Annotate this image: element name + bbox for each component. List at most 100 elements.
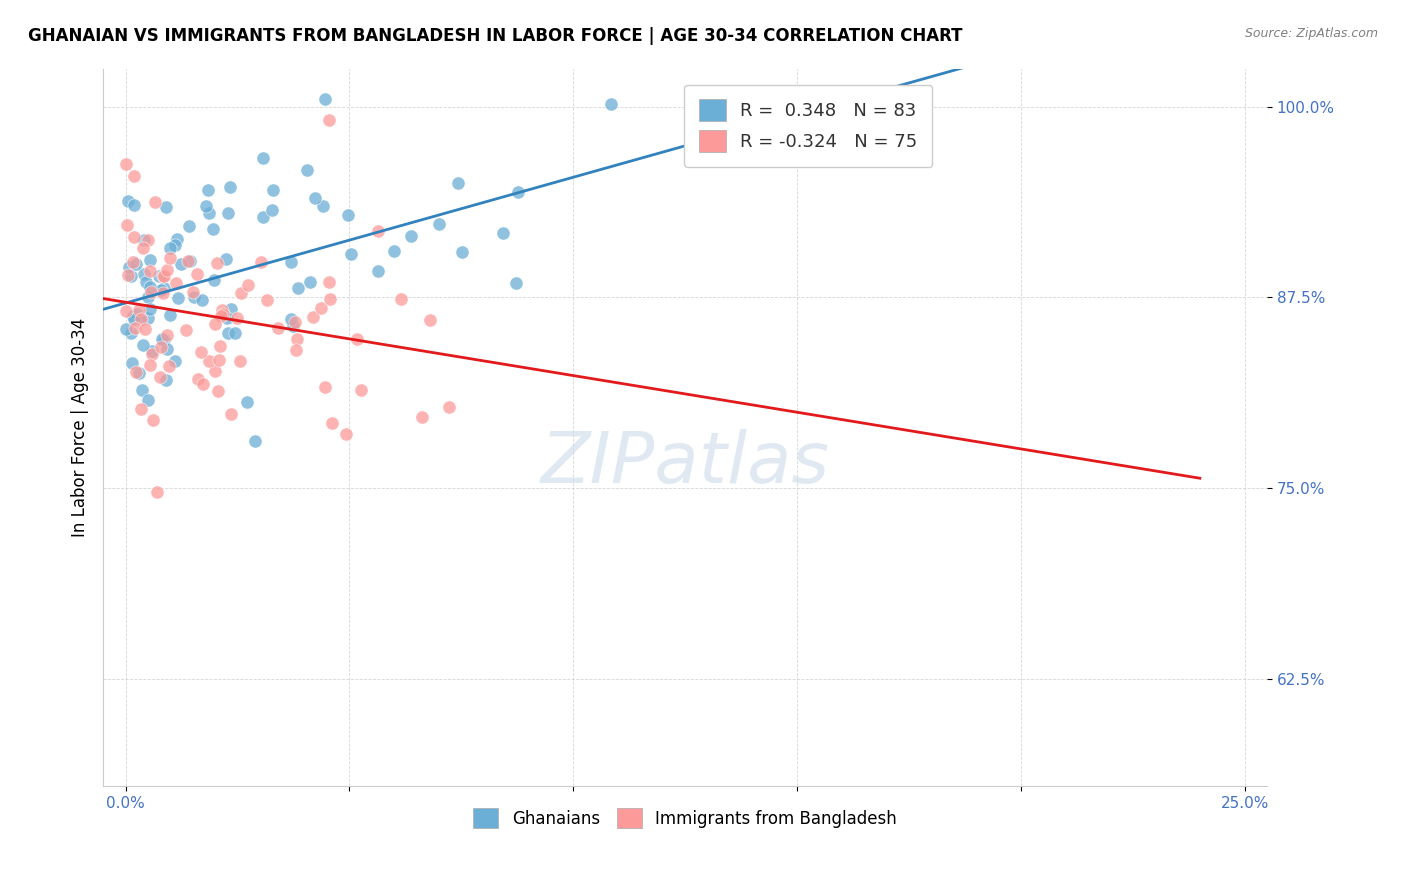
Point [447,176,470,190]
Point [187,372,209,386]
Point [314,92,336,106]
Point [285,332,308,346]
Point [226,311,249,326]
Point [337,208,360,222]
Point [219,407,242,421]
Point [142,413,165,427]
Point [165,238,187,252]
Point [152,268,174,283]
Point [238,278,260,293]
Point [314,380,336,394]
Point [260,202,283,217]
Point [166,232,188,246]
Point [117,268,139,282]
Point [350,384,373,398]
Point [492,227,515,241]
Point [139,301,162,316]
Point [281,318,304,333]
Point [122,312,145,326]
Point [208,353,231,368]
Point [125,257,148,271]
Point [177,254,200,268]
Point [129,312,152,326]
Point [202,222,225,236]
Point [152,286,174,301]
Point [128,302,150,317]
Point [419,313,441,327]
Point [221,302,243,317]
Point [389,292,412,306]
Point [219,179,242,194]
Point [149,370,172,384]
Point [211,309,233,323]
Point [115,304,138,318]
Point [125,365,148,379]
Point [318,275,340,289]
Point [159,308,181,322]
Point [197,205,219,219]
Text: ZIPatlas: ZIPatlas [540,428,830,498]
Point [217,206,239,220]
Point [506,185,529,199]
Point [186,267,208,281]
Point [321,416,343,430]
Point [451,244,474,259]
Point [339,247,361,261]
Point [135,275,157,289]
Point [139,285,162,300]
Point [139,358,162,372]
Text: GHANAIAN VS IMMIGRANTS FROM BANGLADESH IN LABOR FORCE | AGE 30-34 CORRELATION CH: GHANAIAN VS IMMIGRANTS FROM BANGLADESH I… [28,27,963,45]
Point [115,157,138,171]
Point [229,353,252,368]
Point [195,199,218,213]
Point [153,333,176,347]
Point [285,343,308,357]
Point [163,354,186,368]
Point [299,275,322,289]
Point [280,254,302,268]
Point [138,393,160,408]
Point [134,322,156,336]
Point [128,366,150,380]
Point [149,283,172,297]
Point [156,327,179,342]
Point [129,313,152,327]
Point [124,320,146,334]
Point [202,273,225,287]
Point [115,218,138,232]
Point [149,339,172,353]
Text: Source: ZipAtlas.com: Source: ZipAtlas.com [1244,27,1378,40]
Point [204,317,226,331]
Point [319,292,342,306]
Point [280,311,302,326]
Point [141,343,163,358]
Point [131,383,153,397]
Point [136,311,159,326]
Point [139,252,162,267]
Point [139,263,162,277]
Point [437,400,460,414]
Point [367,264,389,278]
Point [429,217,451,231]
Point [179,254,201,268]
Point [167,291,190,305]
Point [505,276,527,290]
Point [153,269,176,284]
Point [141,347,163,361]
Point [207,255,229,269]
Point [124,169,146,183]
Point [152,333,174,347]
Point [131,338,153,352]
Point [252,151,274,165]
Point [284,315,307,329]
Point [156,343,179,357]
Point [302,310,325,324]
Point [139,280,162,294]
Point [256,293,278,307]
Point [367,224,389,238]
Point [183,289,205,303]
Point [118,260,141,275]
Point [215,252,238,267]
Point [262,183,284,197]
Point [120,326,142,341]
